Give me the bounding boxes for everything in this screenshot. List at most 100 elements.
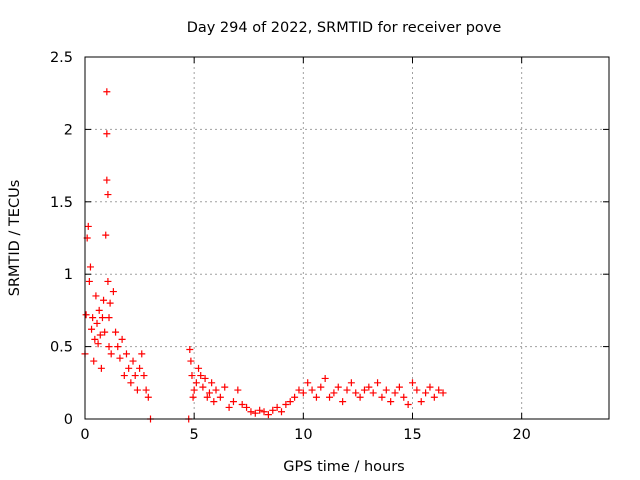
data-point	[378, 393, 386, 401]
data-point	[103, 176, 111, 184]
data-point	[89, 314, 97, 322]
data-point	[129, 357, 137, 365]
data-point	[199, 383, 207, 391]
data-point	[243, 403, 251, 411]
data-point	[90, 357, 98, 365]
data-point	[369, 389, 377, 397]
data-point	[356, 393, 364, 401]
data-point	[334, 383, 342, 391]
data-point	[96, 331, 104, 339]
data-point	[122, 350, 130, 358]
x-tick-label: 5	[190, 427, 199, 443]
y-axis-label: SRMTID / TECUs	[7, 180, 23, 297]
data-point	[238, 401, 246, 409]
data-point	[413, 386, 421, 394]
data-point	[186, 345, 194, 353]
data-point	[400, 393, 408, 401]
data-point	[317, 383, 325, 391]
data-point	[326, 393, 334, 401]
x-tick-label: 20	[512, 427, 530, 443]
data-point	[133, 386, 141, 394]
data-point	[197, 372, 205, 380]
data-point	[404, 401, 412, 409]
y-tick-label: 0.5	[50, 340, 73, 356]
data-point	[136, 364, 144, 372]
data-point	[109, 288, 117, 296]
data-point	[188, 372, 196, 380]
data-point	[93, 319, 101, 327]
y-tick-label: 2	[64, 122, 73, 138]
data-point	[330, 389, 338, 397]
data-point	[216, 393, 224, 401]
data-point	[106, 299, 114, 307]
data-point	[278, 408, 285, 416]
x-tick-label: 0	[80, 427, 89, 443]
data-point	[203, 393, 211, 401]
axis-ticks: 0 5 10 15 20 0 0.5 1 1.5 2 2.5	[50, 50, 609, 443]
data-point	[439, 389, 447, 397]
data-point	[190, 386, 198, 394]
data-point	[88, 325, 96, 333]
data-point	[286, 398, 294, 406]
data-point	[138, 350, 146, 358]
data-point	[312, 393, 320, 401]
data-point	[142, 386, 150, 394]
data-point	[382, 386, 390, 394]
data-point	[387, 398, 395, 406]
data-point	[426, 383, 434, 391]
data-point	[295, 386, 303, 394]
data-point	[103, 130, 111, 138]
y-tick-label: 1	[64, 267, 73, 283]
data-point	[192, 379, 200, 387]
data-point	[339, 398, 347, 406]
data-point	[212, 386, 220, 394]
data-point	[221, 383, 229, 391]
x-axis-label: GPS time / hours	[283, 459, 404, 475]
data-point	[102, 231, 110, 239]
data-point	[105, 314, 113, 322]
data-point	[299, 389, 307, 397]
data-point	[104, 191, 112, 199]
data-point	[187, 357, 195, 365]
data-point	[140, 372, 148, 380]
data-point	[264, 411, 272, 419]
y-tick-label: 0	[64, 412, 73, 428]
data-point	[125, 364, 133, 372]
data-point	[365, 383, 373, 391]
data-point	[100, 296, 108, 304]
data-point	[101, 328, 109, 336]
data-point	[304, 379, 312, 387]
data-point	[210, 398, 218, 406]
data-point	[107, 350, 115, 358]
grid	[85, 57, 609, 419]
data-point	[114, 343, 122, 351]
data-point	[120, 372, 128, 380]
data-point	[92, 292, 100, 300]
data-point	[321, 374, 329, 382]
data-point	[409, 379, 416, 387]
data-point	[82, 311, 90, 319]
data-point	[269, 406, 277, 414]
data-point	[85, 277, 93, 285]
data-point	[251, 409, 259, 417]
data-point	[104, 277, 112, 285]
data-point	[91, 335, 99, 343]
data-point	[352, 389, 360, 397]
data-point	[282, 401, 290, 409]
data-point	[273, 403, 281, 411]
plot-frame	[84, 56, 610, 420]
data-point	[127, 379, 135, 387]
data-point	[116, 354, 124, 362]
data-point	[256, 406, 264, 414]
data-point	[86, 263, 94, 271]
data-points	[81, 88, 447, 423]
data-point	[347, 379, 355, 387]
data-point	[360, 386, 368, 394]
data-point	[105, 343, 113, 351]
data-point	[229, 398, 237, 406]
data-point	[208, 379, 216, 387]
data-point	[247, 408, 255, 416]
data-point	[95, 306, 103, 314]
data-point	[291, 393, 299, 401]
data-point	[395, 383, 403, 391]
